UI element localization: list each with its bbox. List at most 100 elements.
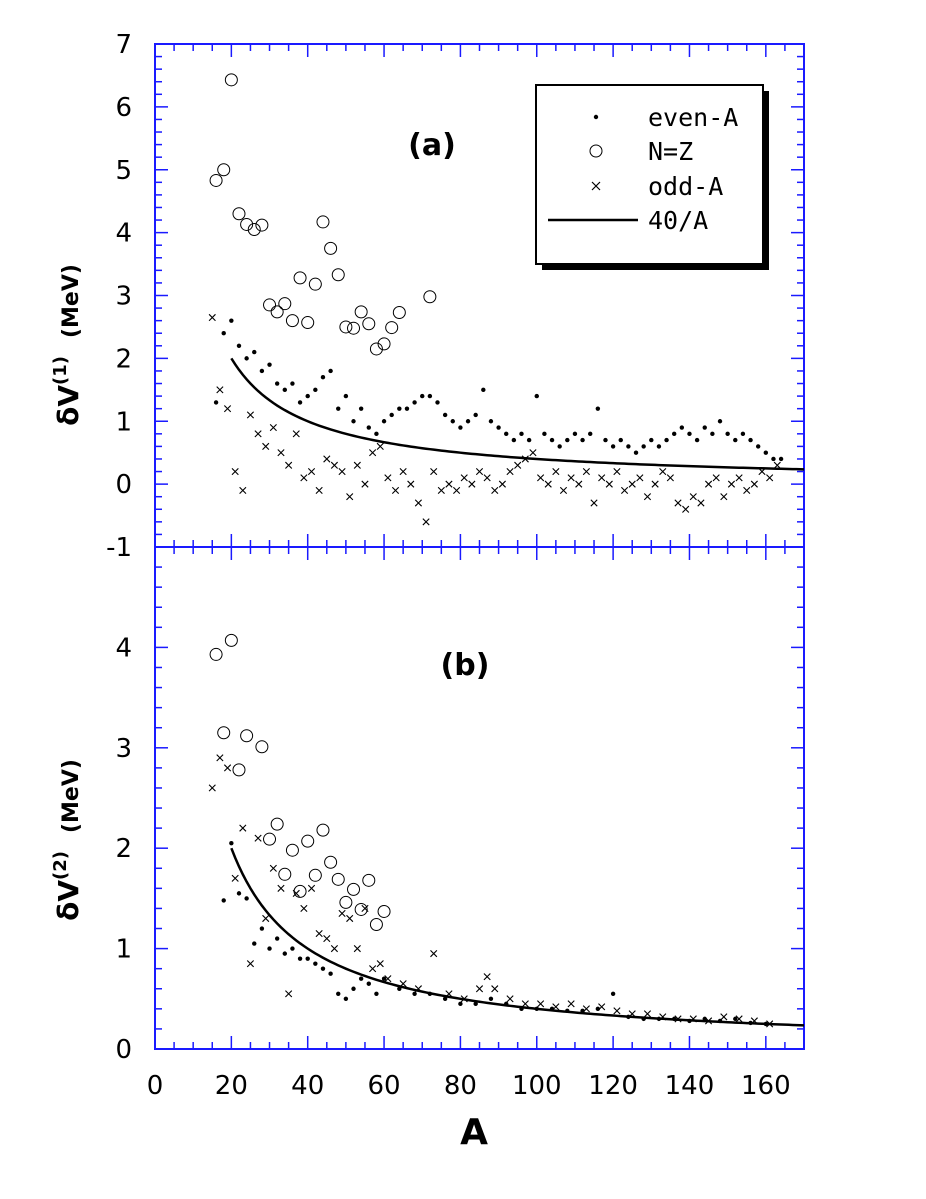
odd-a-point <box>208 784 216 792</box>
even-a-point <box>465 419 471 424</box>
even-a-point <box>733 1016 738 1022</box>
even-a-point <box>603 437 608 443</box>
n-equals-z-point <box>255 740 269 754</box>
even-a-point <box>488 419 494 424</box>
n-equals-z-point <box>270 817 284 831</box>
odd-a-point <box>682 505 690 513</box>
even-a-point <box>374 431 379 437</box>
odd-a-point <box>369 965 377 973</box>
odd-a-point <box>445 480 453 488</box>
y-tick-label: 1 <box>115 407 132 437</box>
even-a-point <box>343 393 349 399</box>
even-a-point <box>213 400 219 405</box>
even-a-point <box>313 961 318 966</box>
n-equals-z-point <box>362 873 376 887</box>
y-tick-label: 5 <box>115 156 132 186</box>
even-a-point <box>351 419 356 424</box>
y-tick-label: 2 <box>115 834 132 864</box>
even-a-point <box>488 996 494 1001</box>
odd-a-point <box>430 950 438 958</box>
n-equals-z-point <box>308 277 322 291</box>
even-a-point <box>404 406 410 411</box>
y-tick-label: 2 <box>115 344 132 374</box>
odd-a-point <box>254 430 262 438</box>
legend-odd-a-label: odd-A <box>648 172 723 201</box>
even-a-point <box>305 956 310 961</box>
panel-a-tag: (a) <box>408 128 456 163</box>
odd-a-point <box>323 934 331 943</box>
n-equals-z-point <box>285 314 299 328</box>
legend-nz-label: N=Z <box>648 137 693 166</box>
even-a-point <box>458 425 463 430</box>
odd-a-point <box>315 929 323 938</box>
odd-a-point <box>720 493 728 501</box>
panel-b: 0 1 2 3 4 (b) δV(2) (MeV) <box>50 546 805 1065</box>
odd-a-point <box>559 486 568 495</box>
even-a-point <box>694 437 700 443</box>
odd-a-point <box>552 1003 560 1011</box>
even-a-point <box>618 437 623 443</box>
legend-box <box>535 84 764 265</box>
odd-a-point <box>735 1015 743 1023</box>
even-a-point <box>259 926 265 931</box>
odd-a-point <box>697 499 705 507</box>
n-equals-z-point <box>232 207 246 221</box>
odd-a-point <box>659 467 667 476</box>
even-a-point <box>282 951 287 956</box>
odd-a-point <box>231 467 239 476</box>
odd-a-point <box>239 824 247 832</box>
even-a-point <box>565 437 570 443</box>
odd-a-point <box>376 442 384 450</box>
odd-a-point <box>216 386 224 394</box>
odd-a-point <box>361 480 369 488</box>
even-a-point <box>771 456 776 462</box>
even-a-point <box>397 406 402 411</box>
panel-a-y-tick-labels: -1 0 1 2 3 4 5 6 7 <box>106 30 132 563</box>
odd-a-point <box>766 474 774 482</box>
even-a-point <box>229 318 234 323</box>
n-equals-z-point <box>263 298 277 312</box>
odd-a-point <box>491 985 499 993</box>
odd-a-point <box>491 486 499 495</box>
odd-a-point <box>590 499 598 507</box>
svg-text:δV(2)(MeV): δV(2) (MeV) <box>50 759 85 921</box>
odd-a-point <box>285 461 293 469</box>
odd-a-point <box>521 1000 529 1008</box>
odd-a-point <box>269 864 277 872</box>
odd-a-point <box>246 411 255 419</box>
n-equals-z-point <box>308 868 322 882</box>
odd-a-point <box>536 1000 545 1008</box>
odd-a-point <box>277 449 285 457</box>
odd-a-point <box>330 461 339 469</box>
odd-a-point <box>544 480 552 488</box>
even-a-point <box>526 437 532 443</box>
odd-a-point <box>307 884 316 892</box>
panel-a-ticks <box>154 43 805 548</box>
n-equals-z-point <box>385 321 399 335</box>
even-a-point <box>664 437 669 443</box>
odd-a-point <box>216 754 224 762</box>
legend-odd-a-marker <box>591 181 601 191</box>
even-a-point <box>366 981 371 986</box>
n-equals-z-point <box>369 918 383 932</box>
odd-a-point <box>269 423 277 432</box>
odd-a-point <box>643 1010 652 1018</box>
even-a-point <box>755 444 761 449</box>
panel-b-tag: (b) <box>441 648 490 683</box>
odd-a-point <box>689 493 697 501</box>
even-a-point <box>229 840 234 846</box>
panel-b-ticks <box>154 546 805 1050</box>
even-a-point <box>351 986 356 991</box>
y-tick-label: 7 <box>115 30 132 60</box>
even-a-point <box>542 431 547 437</box>
even-a-point <box>442 412 448 418</box>
even-a-point <box>320 966 326 971</box>
even-a-point <box>656 444 662 449</box>
odd-a-point <box>567 474 575 482</box>
legend-even-a-label: even-A <box>648 103 738 132</box>
even-a-point <box>381 976 387 981</box>
odd-a-point <box>453 486 461 495</box>
odd-a-point <box>330 945 339 953</box>
panel-a-series <box>208 73 805 526</box>
odd-a-point <box>346 914 354 923</box>
